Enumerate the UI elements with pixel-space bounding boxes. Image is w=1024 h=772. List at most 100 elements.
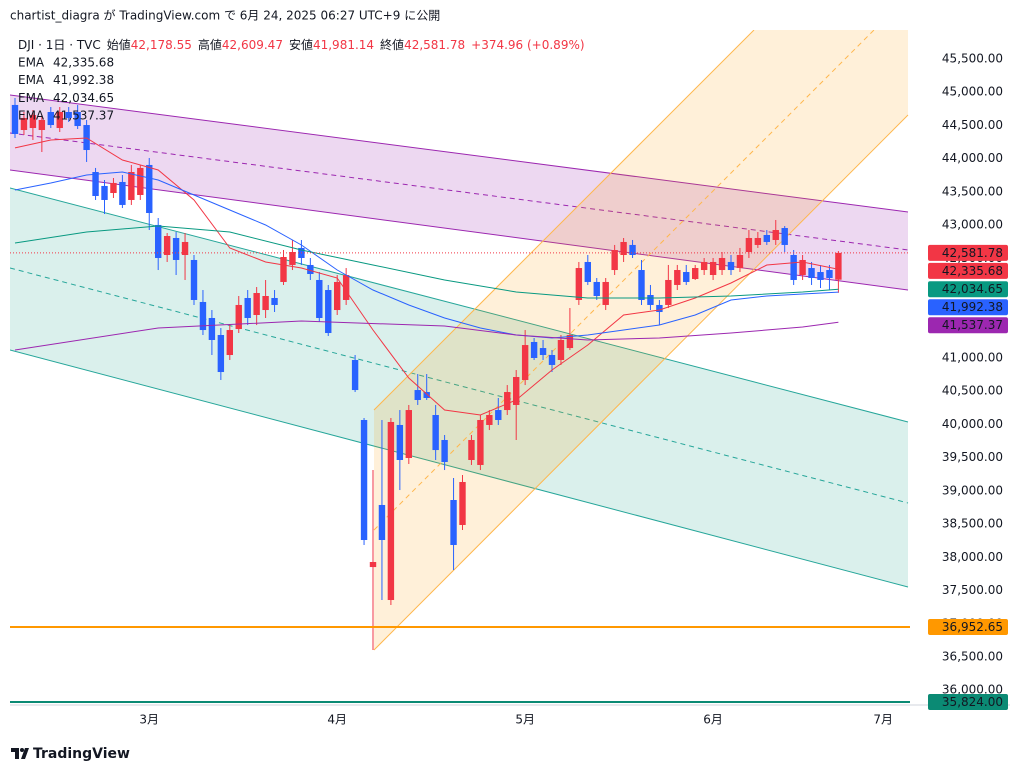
y-tick-label: 38,500.00 bbox=[942, 517, 1003, 531]
candle-body bbox=[638, 270, 645, 300]
hline-tag-label: 36,952.65 bbox=[942, 620, 1003, 634]
channel-line bbox=[10, 349, 909, 588]
candle-body bbox=[602, 281, 609, 305]
plot bbox=[11, 97, 842, 651]
candle-body bbox=[199, 301, 207, 331]
orange-channel bbox=[374, 30, 908, 650]
ema-line bbox=[14, 137, 839, 416]
x-tick-label: 4月 bbox=[327, 713, 347, 727]
candle-body bbox=[575, 268, 583, 300]
y-tick-label: 45,500.00 bbox=[942, 51, 1003, 65]
green-channel bbox=[10, 188, 908, 587]
x-tick-label: 6月 bbox=[703, 713, 723, 727]
candle-body bbox=[137, 167, 144, 195]
candle-body bbox=[181, 241, 189, 255]
candle-body bbox=[521, 345, 529, 380]
y-tick-label: 36,000.00 bbox=[942, 683, 1003, 697]
y-tick-label: 45,000.00 bbox=[942, 85, 1003, 99]
channel-mid bbox=[10, 267, 909, 504]
y-tick-label: 38,000.00 bbox=[942, 550, 1003, 564]
y-tick-label: 44,000.00 bbox=[942, 151, 1003, 165]
candle-body bbox=[253, 293, 260, 316]
x-tick-label: 7月 bbox=[873, 713, 893, 727]
candle-body bbox=[620, 241, 627, 255]
price-tag-label: 42,581.78 bbox=[942, 246, 1003, 260]
candle-body bbox=[119, 181, 126, 205]
candle-body bbox=[289, 252, 296, 265]
candle-body bbox=[351, 359, 359, 391]
candle-body bbox=[396, 424, 404, 460]
x-tick-label: 3月 bbox=[139, 713, 159, 727]
candle-body bbox=[217, 335, 225, 373]
ema-line bbox=[14, 225, 839, 299]
legend-name: EMA bbox=[18, 73, 45, 87]
candle-body bbox=[692, 268, 699, 279]
legend-value: 41,992.38 bbox=[53, 73, 114, 87]
candle-body bbox=[754, 237, 762, 245]
candle-body bbox=[647, 295, 654, 305]
y-tick-label: 44,500.00 bbox=[942, 118, 1003, 132]
label: 終値 bbox=[380, 37, 404, 52]
legend-name: EMA bbox=[18, 109, 45, 123]
candle-body bbox=[334, 281, 341, 311]
candle-body bbox=[226, 330, 233, 356]
channel-line bbox=[373, 30, 755, 411]
y-tick-label: 39,000.00 bbox=[942, 483, 1003, 497]
value: 42,178.55 bbox=[131, 38, 192, 52]
y-tick-label: 40,500.00 bbox=[942, 384, 1003, 398]
candle-body bbox=[763, 234, 770, 242]
candle-body bbox=[709, 261, 717, 276]
candle-body bbox=[495, 410, 502, 420]
hline-tag bbox=[928, 693, 1008, 710]
candle-body bbox=[808, 268, 815, 278]
candle-body bbox=[128, 172, 135, 200]
y-tick-label: 36,500.00 bbox=[942, 650, 1003, 664]
candle-body bbox=[65, 111, 72, 118]
candle-body bbox=[325, 290, 332, 334]
value: 41,981.14 bbox=[313, 38, 374, 52]
candle-body bbox=[360, 419, 368, 541]
candle-body bbox=[190, 259, 198, 300]
value: 42,609.47 bbox=[222, 38, 283, 52]
candle-body bbox=[110, 182, 117, 194]
candle-body bbox=[781, 228, 788, 245]
candle-body bbox=[74, 111, 81, 127]
legend-value: 42,335.68 bbox=[53, 56, 114, 70]
x-tick-label: 5月 bbox=[515, 713, 535, 727]
price-tag bbox=[928, 299, 1008, 316]
value: 42,581.78 bbox=[404, 38, 465, 52]
ema-line bbox=[14, 320, 839, 351]
candle-body bbox=[674, 270, 681, 285]
y-tick-label: 41,000.00 bbox=[942, 350, 1003, 364]
candle-body bbox=[683, 272, 690, 282]
candle-body bbox=[459, 481, 466, 525]
publisher: chartist_diagra が TradingView.com で 6月 2… bbox=[10, 8, 440, 23]
candle-body bbox=[342, 275, 350, 300]
brand-name: TradingView bbox=[33, 746, 130, 762]
ema-line bbox=[14, 171, 839, 339]
candle-body bbox=[29, 114, 37, 129]
candle-body bbox=[727, 261, 735, 271]
candle-body bbox=[745, 237, 753, 253]
channel-line bbox=[10, 169, 909, 291]
price-tag bbox=[928, 262, 1008, 279]
candle-body bbox=[593, 281, 600, 296]
candle-body bbox=[700, 261, 708, 271]
candle-body bbox=[369, 561, 377, 568]
logo-dot bbox=[20, 748, 24, 752]
price-tag bbox=[928, 281, 1008, 298]
channel-line bbox=[10, 94, 909, 213]
symbol: DJI · 1日 · TVC bbox=[18, 38, 101, 52]
candle-body bbox=[11, 104, 19, 134]
y-tick-label: 43,500.00 bbox=[942, 184, 1003, 198]
channel-mid bbox=[10, 132, 909, 251]
candle-body bbox=[146, 164, 153, 214]
candle-body bbox=[611, 250, 618, 271]
candle-body bbox=[513, 377, 520, 405]
candle-body bbox=[826, 270, 833, 278]
candle-body bbox=[629, 244, 636, 255]
candle-body bbox=[656, 304, 663, 313]
price-tag bbox=[928, 244, 1008, 261]
candle-body bbox=[665, 279, 672, 305]
